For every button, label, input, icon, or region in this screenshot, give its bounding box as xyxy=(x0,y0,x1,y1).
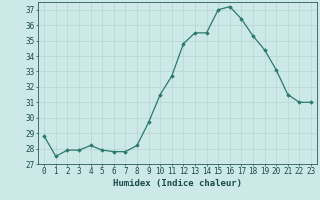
X-axis label: Humidex (Indice chaleur): Humidex (Indice chaleur) xyxy=(113,179,242,188)
